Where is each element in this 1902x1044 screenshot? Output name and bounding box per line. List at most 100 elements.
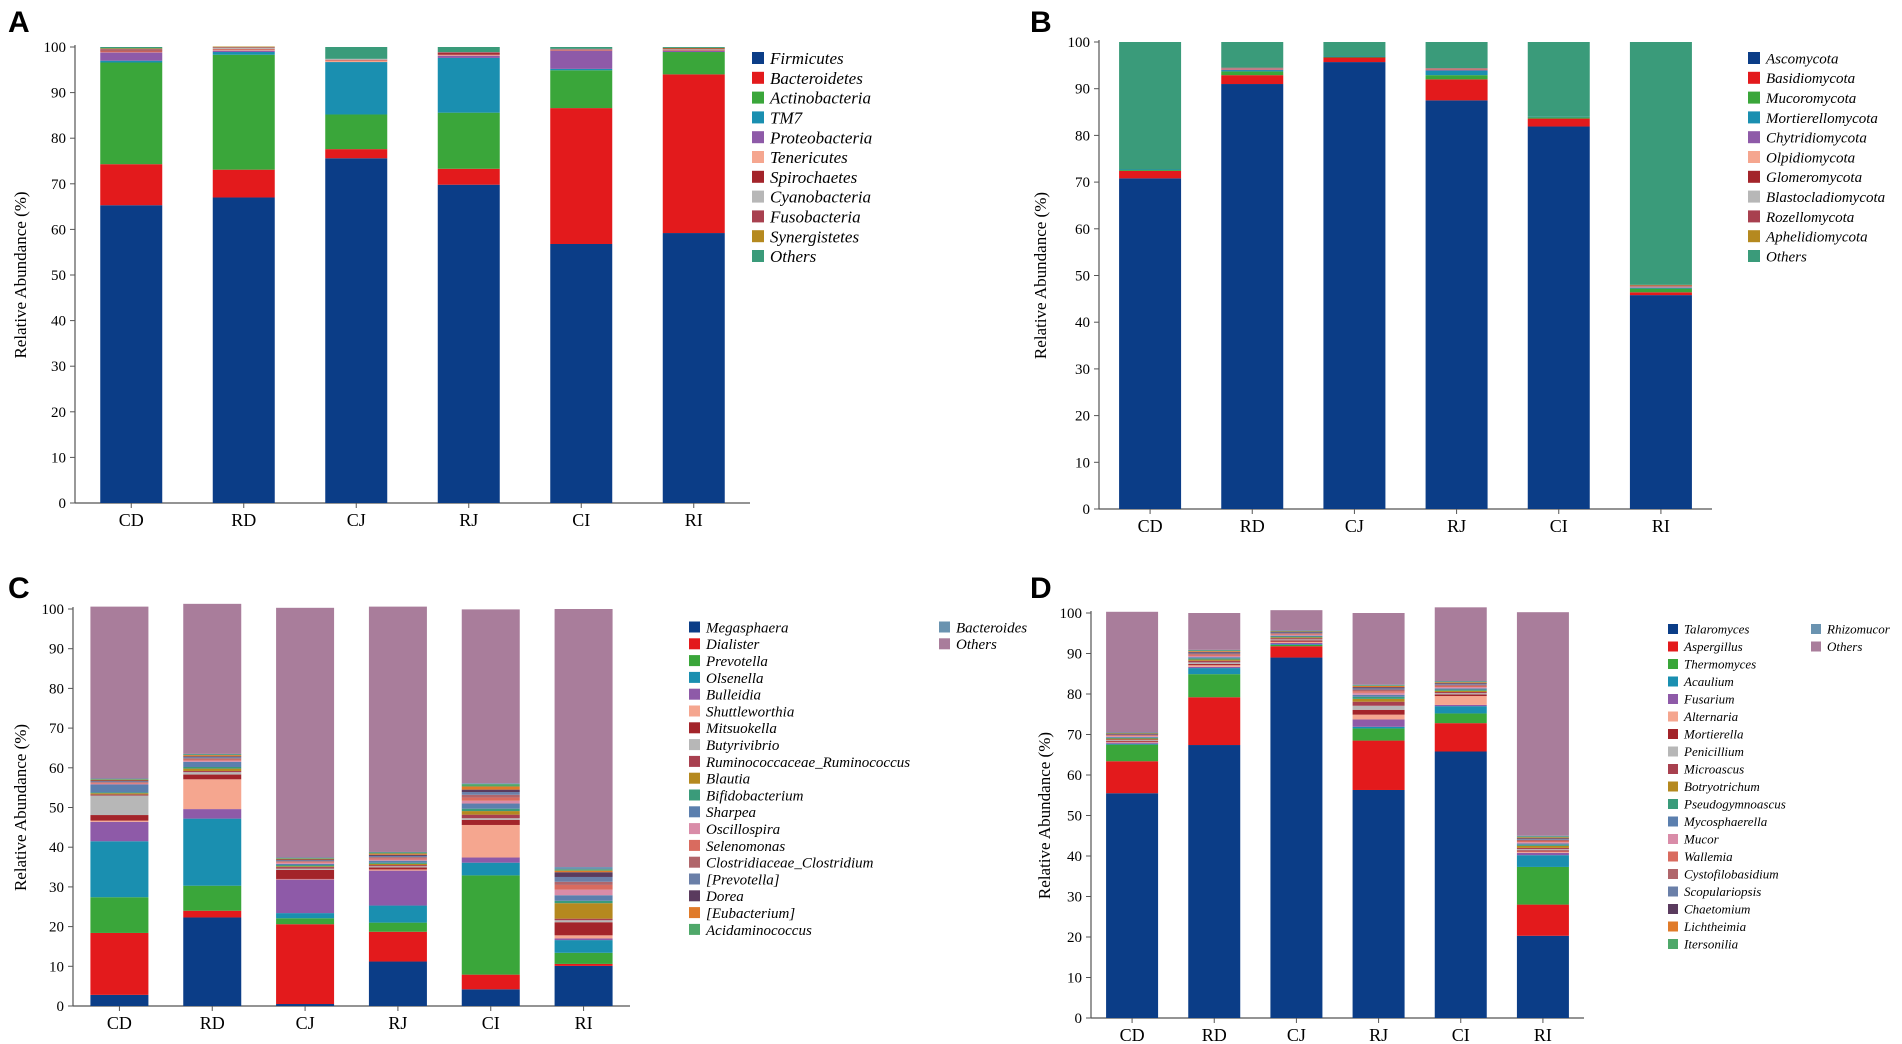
panel-d-legend-label: Chaetomium [1684,902,1750,917]
panel-c-legend-label: [Prevotella] [706,872,780,888]
panel-d-bar-rd-aspergillus [1188,697,1241,746]
panel-c-bar-rd-sharpea [183,761,242,768]
panel-c-y-tick-label: 20 [49,920,64,936]
panel-d-bar-ci-pseudogymnoascus [1434,689,1487,691]
panel-c-bar-rj-mitsuokella [368,867,427,870]
panel-d-bar-cd-rhizomucor [1106,732,1159,734]
panel-d-legend-swatch [1668,834,1678,844]
panel-d-bar-cj-talaromyces [1270,657,1323,1018]
panel-c-legend-label: Sharpea [706,805,756,821]
panel-d-legend-swatch [1668,641,1678,652]
panel-c-bar-cd-megasphaera [90,994,149,1006]
panel-c-legend-swatch [689,923,700,935]
panel-d-bar-rj-alternaria [1352,714,1405,720]
panel-b-bar-cj-ascomycota [1323,62,1386,510]
panel-d-x-tick-label: CI [1452,1025,1470,1044]
panel-a-bar-cj-tm7 [325,62,388,115]
panel-d-bar-rd-penicillium [1188,662,1241,665]
panel-c-bar-ci-bacteroides [461,783,520,785]
panel-c-bar-ci-megasphaera [461,989,520,1006]
panel-d-bar-ci-mucor [1434,687,1487,689]
panel-c-bar-rj-butyrivibrio [368,866,427,868]
panel-a-bar-rj-bacteroidetes [437,168,500,185]
panel-a-legend-label: Others [770,247,817,266]
panel-d-bar-cd-cystofilobasidium [1106,734,1159,736]
panel-d-legend-swatch [1668,729,1678,739]
panel-d-x-tick-label: RI [1534,1025,1552,1044]
panel-c-legend-label: Acidaminococcus [705,923,812,939]
panel-b-bar-rd-ascomycota [1221,84,1284,509]
panel-d-bar-ci-alternaria [1434,696,1487,705]
panel-c-bar-ri-clostridiaceae-clostridium [554,881,613,885]
panel-d-legend-swatch [1668,781,1678,792]
panel-c-bar-ci-ruminococcaceae-ruminococcus [461,814,520,819]
panel-c-legend-swatch [939,638,950,650]
panel-d-bar-cd-lichtheimia [1106,733,1159,734]
panel-a-legend-label: Firmicutes [769,49,844,68]
panel-d-legend-swatch [1668,711,1678,722]
panel-b-bar-rd-basidiomycota [1221,75,1284,85]
panel-d-bar-cj-fusarium [1270,642,1323,645]
panel-a-bar-ri-firmicutes [662,233,725,503]
panel-b-legend-swatch [1748,131,1760,144]
panel-d-bar-ci-thermomyces [1434,713,1487,724]
panel-c-x-tick-label: CI [482,1013,500,1033]
panel-d-bar-cd-aspergillus [1106,761,1159,794]
panel-c-legend-label: Blautia [706,772,750,788]
panel-b-bar-rj-others [1425,42,1488,69]
panel-d-y-tick-label: 0 [1075,1011,1083,1027]
panel-c-bar-ri-olsenella [554,940,613,953]
panel-b-y-tick-label: 80 [1075,128,1090,144]
panel-c-bar-cj-megasphaera [276,1004,335,1006]
panel-c-y-tick-label: 60 [49,761,64,777]
panel-d-y-tick-label: 40 [1067,849,1082,865]
panel-b-bar-rj-ascomycota [1425,100,1488,509]
panel-c-x-tick-label: RD [200,1013,225,1033]
panel-b-bar-ci-mucoromycota [1527,117,1590,119]
panel-d-bar-ri-microascus [1516,847,1569,850]
panel-d-bar-rd-itersonilia [1188,650,1241,652]
panel-a-legend-label: Actinobacteria [769,89,871,108]
panel-d-bar-cd-botryotrichum [1106,738,1159,740]
panel-b-legend-label: Ascomycota [1765,51,1838,67]
panel-d-bar-rd-wallemia [1188,654,1241,656]
panel-b-legend-swatch [1748,111,1760,124]
panel-d-y-tick-label: 20 [1067,930,1082,946]
panel-d-bar-cj-mortierella [1270,640,1323,642]
panel-c-bar-rd-acidaminococcus [183,754,242,756]
panel-d-y-tick-label: 100 [1060,606,1083,622]
panel-d-y-tick-label: 60 [1067,768,1082,784]
panel-a-bar-rj-spirochaetes [437,52,500,55]
panel-a-bar-cj-firmicutes [325,158,388,503]
panel-a-x-tick-label: RJ [459,510,478,530]
panel-d-y-tick-label: 90 [1067,647,1082,663]
panel-c-legend-swatch [689,839,700,851]
panel-d-bar-rd-microascus [1188,660,1241,663]
panel-a-legend-swatch [752,131,764,144]
panel-d-bar-ci-aspergillus [1434,723,1487,752]
panel-c-y-axis-label: Relative Abundance (%) [11,724,30,891]
panel-b-bar-rd-mucoromycota [1221,71,1284,76]
panel-d-bar-rj-microascus [1352,701,1405,706]
panel-c-legend-label: Bacteroides [956,620,1027,636]
panel-b-bar-ri-others [1629,42,1692,285]
panel-d-bar-ci-rhizomucor [1434,681,1487,682]
panel-b-bar-cj-mortierellomycota [1323,56,1386,58]
panel-a-bar-rd-cyanobacteria [212,47,275,49]
panel-a-bar-rj-tm7 [437,57,500,113]
panel-a-x-tick-label: RI [685,510,703,530]
panel-a-letter: A [8,6,30,39]
panel-d-legend-swatch [1668,659,1678,669]
panel-d-bar-cd-acaulium [1106,743,1159,745]
panel-c-bar-cj-butyrivibrio [276,868,335,870]
panel-b-legend-label: Blastocladiomycota [1766,190,1885,206]
panel-a-bar-ri-tenericutes [662,50,725,51]
panel-d-bar-cj-scopulariopsis [1270,632,1323,634]
panel-a-legend-label: Cyanobacteria [770,188,871,207]
panel-d-bar-ri-others [1516,612,1569,836]
panel-a-bar-cj-bacteroidetes [325,149,388,159]
panel-a-bar-cd-others [100,47,163,49]
panel-d-legend-label: Fusarium [1683,692,1735,707]
panel-d-bar-ri-acaulium [1516,855,1569,867]
panel-d-bar-rj-mortierella [1352,709,1405,715]
